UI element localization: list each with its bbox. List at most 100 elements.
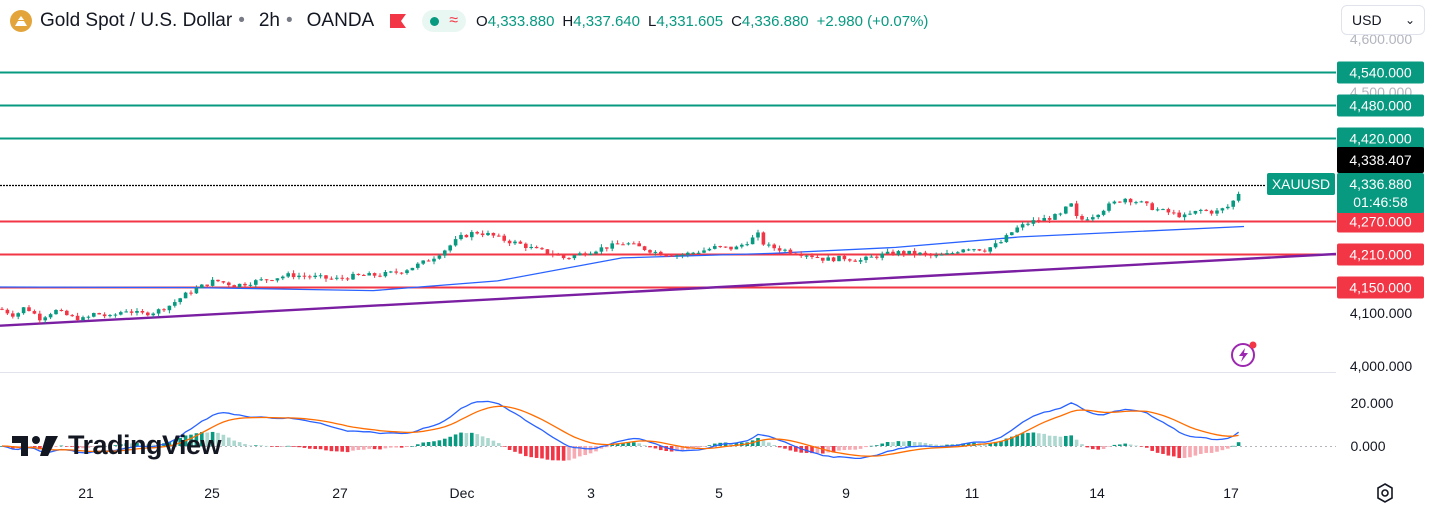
macd-histogram-bar — [1107, 446, 1111, 447]
macd-histogram-bar — [475, 434, 479, 446]
candle-body — [1026, 223, 1030, 225]
candle-body — [237, 283, 242, 287]
macd-histogram-bar — [1112, 444, 1117, 446]
candle-body — [1204, 209, 1208, 211]
candle-body — [65, 310, 69, 316]
candle-body — [1010, 232, 1014, 236]
macd-histogram-bar — [275, 446, 280, 447]
market-status-pill[interactable]: ≈ — [422, 10, 467, 32]
macd-histogram-bar — [1236, 442, 1241, 446]
candle-body — [286, 273, 290, 277]
candle-body — [1145, 201, 1149, 204]
candle-body — [475, 232, 479, 234]
macd-histogram-bar — [675, 446, 679, 452]
ohlc-readout: O4,333.880 H4,337.640 L4,331.605 C4,336.… — [476, 13, 928, 30]
candle-body — [270, 280, 274, 282]
chart-header: Gold Spot / U.S. Dollar • 2h • OANDA ≈ O… — [10, 8, 928, 34]
macd-histogram-bar — [448, 436, 452, 446]
macd-histogram-bar — [264, 445, 269, 447]
macd-histogram-bar — [1209, 446, 1214, 453]
candle-body — [885, 251, 890, 254]
macd-histogram-bar — [756, 438, 760, 446]
macd-histogram-bar — [313, 446, 317, 450]
candle-body — [183, 292, 188, 299]
candle-body — [146, 312, 150, 316]
interval-label[interactable]: 2h — [258, 10, 280, 31]
candle-body — [1209, 210, 1214, 214]
tradingview-logo[interactable]: TradingView — [12, 430, 222, 461]
candle-body — [1037, 220, 1041, 222]
candle-body — [405, 270, 409, 274]
macd-histogram-bar — [653, 446, 658, 449]
symbol-tag — [1267, 173, 1335, 195]
candle-body — [767, 244, 771, 246]
candle-body — [102, 314, 107, 317]
candle-body — [459, 234, 463, 240]
lightning-icon[interactable] — [1230, 340, 1258, 368]
close-value: 4,336.880 — [741, 12, 809, 30]
macd-histogram-bar — [259, 445, 263, 446]
candle-body — [210, 279, 215, 286]
x-axis-label: 9 — [842, 485, 850, 501]
candle-body — [702, 250, 706, 253]
candle-body — [356, 273, 361, 275]
macd-histogram-bar — [281, 446, 285, 447]
macd-histogram-bar — [842, 446, 847, 451]
macd-histogram-bar — [551, 446, 555, 461]
macd-histogram-bar — [108, 445, 112, 447]
candle-body — [81, 317, 85, 321]
macd-histogram-bar — [999, 440, 1003, 446]
broker-label: OANDA — [306, 10, 375, 31]
macd-histogram-bar — [734, 443, 739, 446]
macd-histogram-bar — [367, 446, 371, 449]
candle-body — [540, 248, 544, 250]
symbol-title[interactable]: Gold Spot / U.S. Dollar — [40, 10, 233, 31]
candle-body — [891, 251, 895, 255]
candle-body — [783, 249, 787, 251]
crosshair-price-text: 4,338.407 — [1349, 152, 1411, 168]
crosshair-price-tag — [1337, 147, 1424, 173]
trendline[interactable] — [0, 252, 1337, 327]
price-axis-label: 4,100.000 — [1350, 305, 1412, 321]
candle-body — [1199, 209, 1203, 211]
candle-body — [248, 284, 253, 286]
candle-body — [308, 276, 312, 278]
candle-body — [275, 278, 280, 281]
candle-body — [1226, 206, 1230, 209]
macd-histogram-bar — [362, 446, 366, 450]
macd-histogram-bar — [38, 446, 42, 450]
macd-histogram-bar — [92, 446, 96, 447]
macd-histogram-bar — [416, 444, 420, 446]
macd-histogram-bar — [140, 443, 145, 446]
macd-histogram-bar — [1123, 443, 1127, 446]
flag-icon[interactable] — [390, 14, 407, 28]
candle-body — [1166, 209, 1171, 213]
candle-body — [686, 252, 690, 255]
macd-histogram-bar — [1101, 446, 1106, 450]
macd-line — [1, 400, 1239, 460]
macd-histogram-bar — [966, 442, 971, 446]
macd-histogram-bar — [221, 434, 226, 446]
macd-histogram-bar — [1069, 435, 1073, 446]
candle-body — [610, 243, 614, 249]
candle-body — [551, 253, 555, 255]
currency-select[interactable]: USD ⌄ — [1341, 5, 1425, 35]
settings-gear-icon[interactable] — [1374, 482, 1396, 504]
macd-histogram-bar — [297, 446, 301, 448]
candle-body — [329, 278, 334, 280]
candle-body — [804, 255, 809, 257]
macd-histogram-bar — [1215, 446, 1219, 452]
candle-body — [394, 271, 398, 273]
moving-average-line — [0, 225, 1245, 292]
candle-body — [864, 256, 868, 261]
interval-separator: • — [286, 10, 293, 31]
candle-body — [572, 255, 577, 259]
candle-body — [1080, 216, 1084, 220]
macd-histogram-bar — [351, 446, 355, 451]
macd-histogram-bar — [696, 446, 701, 448]
macd-histogram-bar — [939, 444, 944, 446]
macd-histogram-bar — [707, 445, 712, 446]
candle-body — [669, 255, 674, 257]
candle-body — [1031, 220, 1036, 224]
